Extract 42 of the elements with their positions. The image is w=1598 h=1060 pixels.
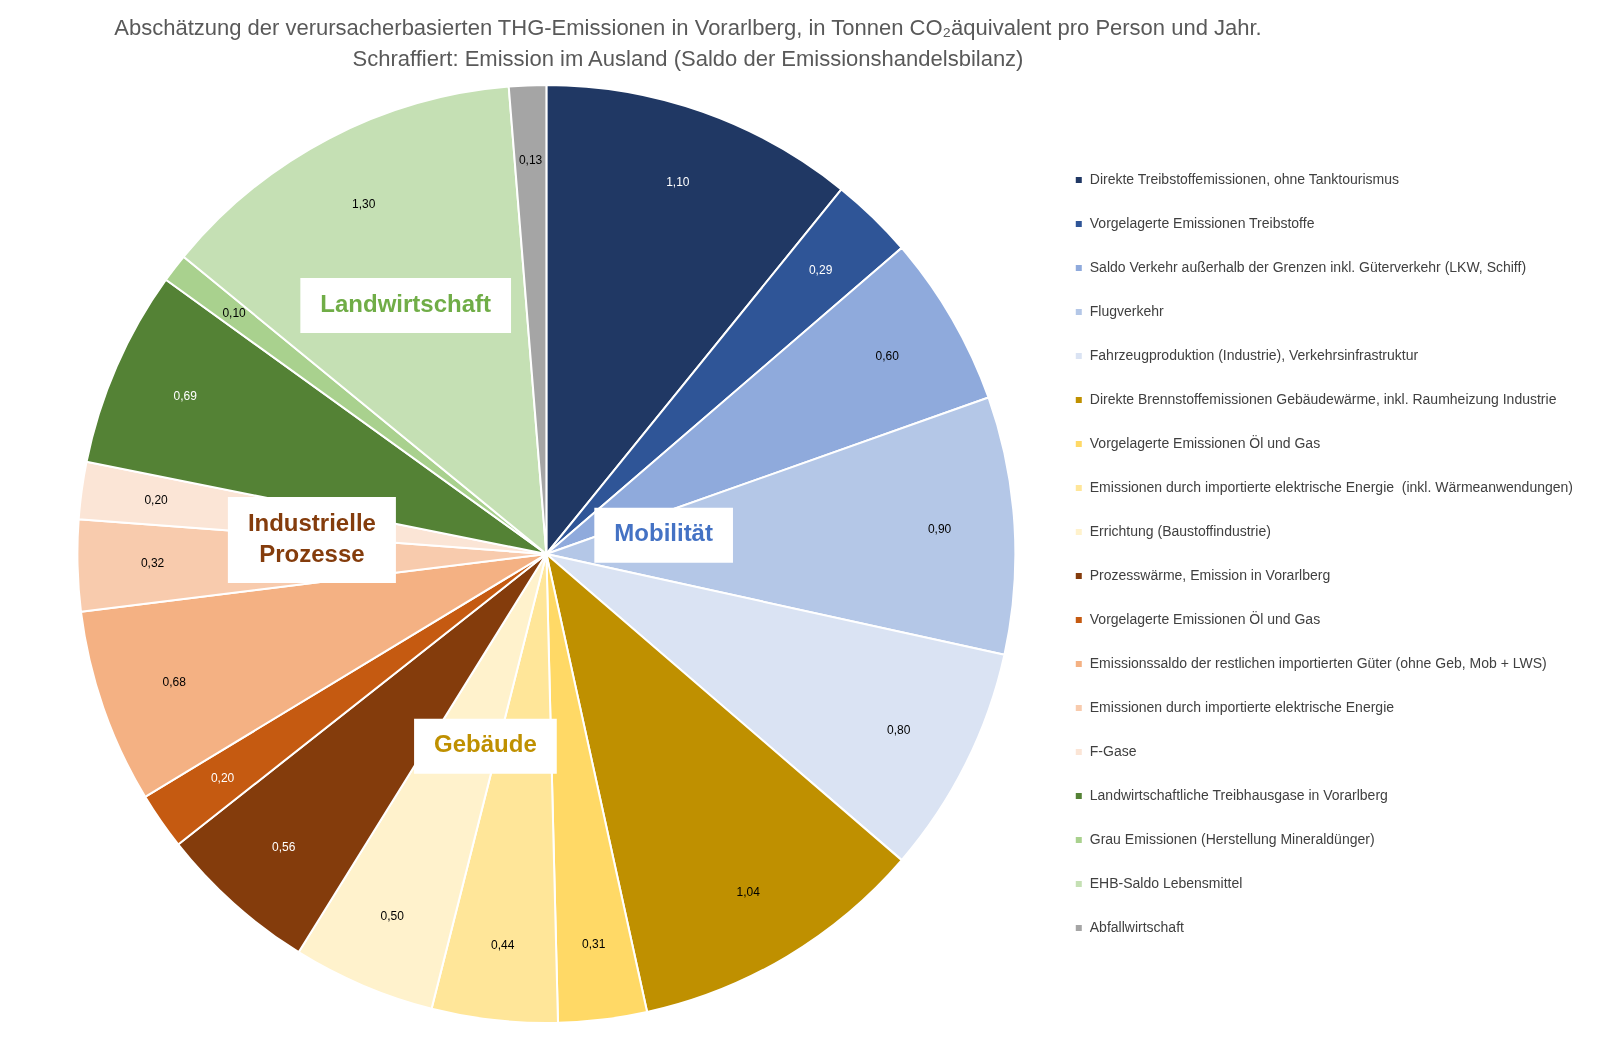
data-label: 0,80 <box>887 722 911 737</box>
legend-label: Emissionssaldo der restlichen importierten Güter (ohne Geb, Mob + LWS) <box>1089 654 1547 671</box>
data-label: 0,20 <box>144 492 169 507</box>
data-label: 0,29 <box>808 263 833 278</box>
data-label: 0,69 <box>173 388 198 403</box>
data-label: 1,04 <box>736 884 761 899</box>
data-label: 0,56 <box>272 839 296 854</box>
chart-subtitle: Schraffiert: Emission im Ausland (Saldo der Emissionshandelsbilanz) <box>351 45 1025 73</box>
legend-label: Direkte Treibstoffemissionen, ohne Tanktourismus <box>1089 170 1399 187</box>
text: Gebäude <box>434 730 537 758</box>
text: Mobilität <box>614 519 713 547</box>
legend-label: Vorgelagerte Emissionen Treibstoffe <box>1089 214 1315 231</box>
legend-label: Saldo Verkehr außerhalb der Grenzen inkl. Güterverkehr (LKW, Schiff) <box>1089 258 1527 275</box>
legend-label: Errichtung (Baustoffindustrie) <box>1089 522 1271 539</box>
chart-title: Abschätzung der verursacherbasierten THG-Emissionen in Vorarlberg, in Tonnen CO₂äquivalent pro Person und Jahr. <box>113 14 1263 42</box>
legend-label: Landwirtschaftliche Treibhausgase in Vorarlberg <box>1089 786 1388 803</box>
data-label: 0,10 <box>222 306 247 321</box>
data-label: 0,13 <box>518 152 543 167</box>
data-label: 0,31 <box>582 937 606 952</box>
data-label: 1,30 <box>351 197 376 212</box>
data-label: 0,68 <box>162 675 187 690</box>
legend-label: F-Gase <box>1089 742 1137 759</box>
legend-label: Abfallwirtschaft <box>1089 918 1185 935</box>
text: Industrielle Prozesse <box>247 508 376 567</box>
legend-label: EHB-Saldo Lebensmittel <box>1089 874 1243 891</box>
data-label: 0,44 <box>490 937 515 952</box>
data-label: 0,20 <box>210 770 235 785</box>
data-label: 0,32 <box>140 556 165 571</box>
legend-label: Vorgelagerte Emissionen Öl und Gas <box>1089 609 1321 627</box>
data-label: 1,10 <box>666 174 690 189</box>
legend-label: Prozesswärme, Emission in Vorarlberg <box>1089 566 1331 583</box>
legend-label: Emissionen durch importierte elektrische Energie (inkl. Wärmeanwendungen) <box>1089 478 1573 495</box>
data-label: 0,50 <box>380 908 405 923</box>
data-label: 0,60 <box>875 348 900 363</box>
legend-label: Direkte Brennstoffemissionen Gebäudewärme, inkl. Raumheizung Industrie <box>1089 390 1557 407</box>
legend-label: Emissionen durch importierte elektrische Energie <box>1089 698 1395 715</box>
legend-label: Vorgelagerte Emissionen Öl und Gas <box>1089 433 1321 451</box>
data-label: 0,90 <box>927 521 952 536</box>
legend-label: Flugverkehr <box>1089 302 1165 319</box>
legend-label: Grau Emissionen (Herstellung Mineraldünger) <box>1089 830 1375 847</box>
legend-label: Fahrzeugproduktion (Industrie), Verkehrsinfrastruktur <box>1089 346 1419 363</box>
text: Landwirtschaft <box>320 289 492 317</box>
